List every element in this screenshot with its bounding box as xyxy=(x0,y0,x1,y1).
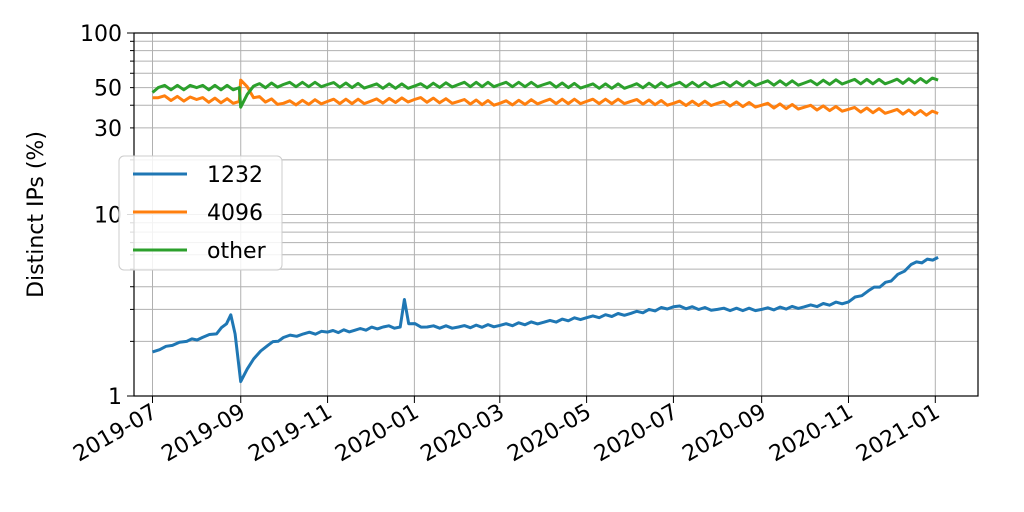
x-tick-label: 2020-11 xyxy=(765,400,857,468)
x-tick-label: 2019-09 xyxy=(158,400,250,468)
y-tick-label: 50 xyxy=(94,77,122,102)
series-line-1232 xyxy=(152,256,939,384)
x-tick-label: 2020-07 xyxy=(590,400,682,468)
y-tick-label: 10 xyxy=(94,204,122,229)
x-tick-label: 2020-03 xyxy=(417,400,509,468)
series-lines xyxy=(151,76,939,384)
legend-label-other: other xyxy=(207,239,267,264)
legend: 1232 4096 other xyxy=(118,155,283,271)
legend-box xyxy=(118,155,283,271)
x-tick-label: 2021-01 xyxy=(852,400,944,468)
y-tick-label: 30 xyxy=(94,117,122,142)
legend-label-1232: 1232 xyxy=(207,163,263,188)
series-line-4096 xyxy=(152,78,939,117)
series-line-other xyxy=(151,76,939,109)
x-tick-label: 2020-09 xyxy=(679,400,771,468)
x-tick-label: 2020-01 xyxy=(331,400,423,468)
y-tick-label: 1 xyxy=(108,385,122,410)
legend-label-4096: 4096 xyxy=(207,201,263,226)
y-tick-label: 100 xyxy=(80,22,122,47)
x-tick-label: 2019-11 xyxy=(244,400,336,468)
x-tick-label: 2020-05 xyxy=(503,400,595,468)
y-axis-label: Distinct IPs (%) xyxy=(24,131,49,298)
